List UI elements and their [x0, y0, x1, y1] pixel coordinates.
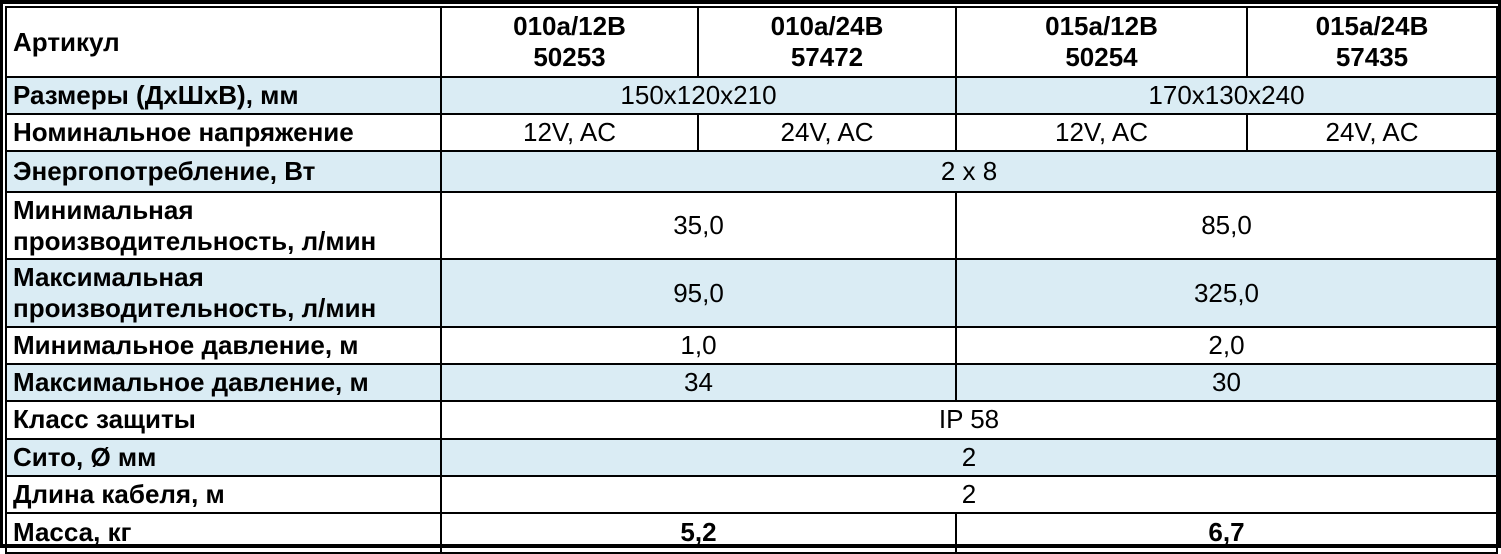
article-code: 50254: [1065, 42, 1138, 72]
param-label-article: Артикул: [5, 6, 442, 78]
value-power-all: 2 x 8: [440, 150, 1498, 193]
value-sieve-all: 2: [440, 437, 1498, 477]
value-max-pressure-015a: 30: [955, 362, 1498, 402]
table-row: Максимальное давление, м 34 30: [5, 362, 1498, 402]
table-row: Масса, кг 5,2 6,7: [5, 511, 1498, 554]
article-model: 010a/24В: [770, 10, 884, 41]
article-cell-015a-24: 015a/24В 57435: [1246, 6, 1498, 78]
value-weight-015a: 6,7: [955, 511, 1498, 554]
table-row: Номинальное напряжение 12V, AC 24V, AC 1…: [5, 113, 1498, 152]
value-weight-010a: 5,2: [440, 511, 957, 554]
value-protection-class-all: IP 58: [440, 399, 1498, 440]
param-label-power: Энергопотребление, Вт: [5, 150, 442, 193]
value-min-pressure-015a: 2,0: [955, 325, 1498, 365]
value-cable-length-all: 2: [440, 474, 1498, 514]
param-label-max-pressure: Максимальное давление, м: [5, 362, 442, 402]
value-voltage-015a-24: 24V, AC: [1246, 113, 1498, 152]
value-dimensions-015a: 170x130x240: [955, 76, 1498, 115]
table-row: Артикул 010a/12В 50253 010a/24В 57472 01…: [5, 6, 1498, 78]
value-voltage-015a-12: 12V, AC: [955, 113, 1248, 152]
table-row: Минимальное давление, м 1,0 2,0: [5, 325, 1498, 365]
param-label-max-flow: Максимальная производительность, л/мин: [5, 258, 442, 328]
article-model: 015a/12В: [1045, 10, 1158, 41]
param-label-min-flow: Минимальная производительность, л/мин: [5, 190, 442, 261]
value-max-pressure-010a: 34: [440, 362, 957, 402]
param-label-sieve: Сито, Ø мм: [5, 437, 442, 477]
article-code: 50253: [533, 42, 606, 72]
param-label-protection-class: Класс защиты: [5, 399, 442, 440]
product-spec-table: Артикул 010a/12В 50253 010a/24В 57472 01…: [5, 6, 1498, 554]
article-cell-015a-12: 015a/12В 50254: [955, 6, 1248, 78]
table-row: Размеры (ДхШхВ), мм 150x120x210 170x130x…: [5, 76, 1498, 115]
table-row: Класс защиты IP 58: [5, 399, 1498, 440]
article-model: 010a/12В: [513, 10, 626, 41]
value-max-flow-015a: 325,0: [955, 258, 1498, 328]
table-row: Энергопотребление, Вт 2 x 8: [5, 150, 1498, 193]
article-code: 57435: [1335, 42, 1409, 72]
param-label-dimensions: Размеры (ДхШхВ), мм: [5, 76, 442, 115]
value-min-pressure-010a: 1,0: [440, 325, 957, 365]
table-row: Максимальная производительность, л/мин 9…: [5, 258, 1498, 328]
article-model: 015a/24В: [1315, 10, 1429, 41]
table-row: Минимальная производительность, л/мин 35…: [5, 190, 1498, 261]
param-label-weight: Масса, кг: [5, 511, 442, 554]
value-dimensions-010a: 150x120x210: [440, 76, 957, 115]
param-label-voltage: Номинальное напряжение: [5, 113, 442, 152]
value-voltage-010a-12: 12V, AC: [440, 113, 699, 152]
article-code: 57472: [790, 42, 864, 72]
article-cell-010a-12: 010a/12В 50253: [440, 6, 699, 78]
table-row: Сито, Ø мм 2: [5, 437, 1498, 477]
value-max-flow-010a: 95,0: [440, 258, 957, 328]
table-row: Длина кабеля, м 2: [5, 474, 1498, 514]
article-cell-010a-24: 010a/24В 57472: [697, 6, 957, 78]
value-voltage-010a-24: 24V, AC: [697, 113, 957, 152]
value-min-flow-015a: 85,0: [955, 190, 1498, 261]
value-min-flow-010a: 35,0: [440, 190, 957, 261]
param-label-min-pressure: Минимальное давление, м: [5, 325, 442, 365]
param-label-cable-length: Длина кабеля, м: [5, 474, 442, 514]
